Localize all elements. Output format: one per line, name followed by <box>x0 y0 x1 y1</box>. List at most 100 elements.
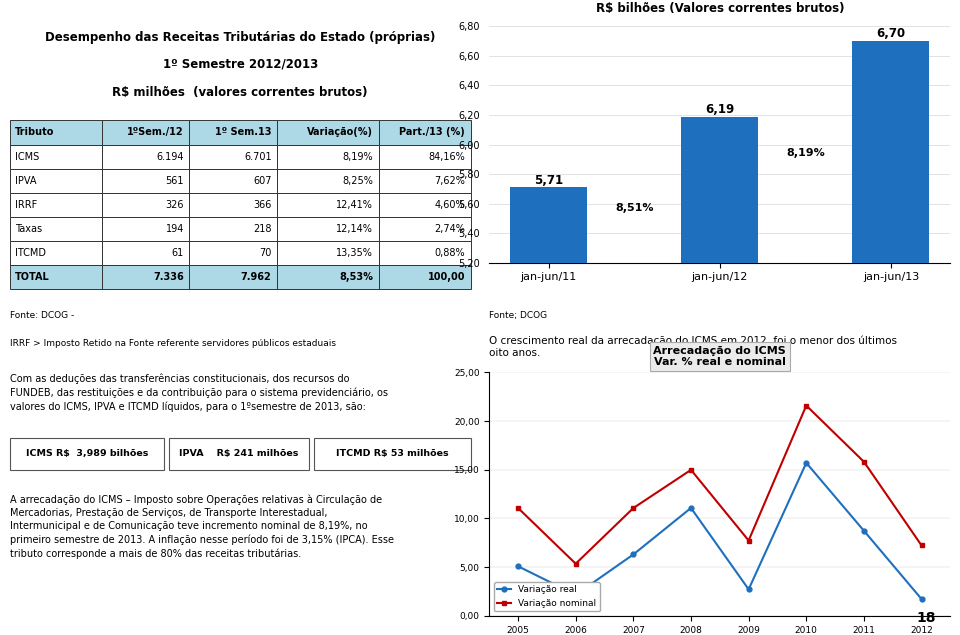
Text: ITCMD: ITCMD <box>15 248 46 258</box>
FancyBboxPatch shape <box>277 241 378 265</box>
Line: Variação real: Variação real <box>516 460 924 601</box>
FancyBboxPatch shape <box>277 265 378 290</box>
Variação real <box>570 591 582 599</box>
FancyBboxPatch shape <box>10 438 164 470</box>
FancyBboxPatch shape <box>189 169 277 193</box>
Text: 194: 194 <box>165 224 184 234</box>
FancyBboxPatch shape <box>378 217 470 241</box>
FancyBboxPatch shape <box>378 241 470 265</box>
Variação real <box>513 563 524 570</box>
Text: O crescimento real da arrecadação do ICMS em 2012, foi o menor dos últimos
oito : O crescimento real da arrecadação do ICM… <box>490 336 898 358</box>
FancyBboxPatch shape <box>189 121 277 145</box>
FancyBboxPatch shape <box>277 121 378 145</box>
Text: ICMS R$  3,989 bilhões: ICMS R$ 3,989 bilhões <box>26 450 148 458</box>
Line: Variação nominal: Variação nominal <box>516 403 924 566</box>
Text: ITCMD R$ 53 milhões: ITCMD R$ 53 milhões <box>336 450 448 458</box>
Variação nominal <box>685 466 697 474</box>
FancyBboxPatch shape <box>102 241 189 265</box>
Bar <box>510 187 588 635</box>
FancyBboxPatch shape <box>277 193 378 217</box>
Variação real <box>916 595 927 603</box>
Text: 6,19: 6,19 <box>706 103 734 116</box>
Variação nominal <box>513 504 524 512</box>
Text: A arrecadação do ICMS – Imposto sobre Operações relativas à Circulação de
Mercad: A arrecadação do ICMS – Imposto sobre Op… <box>10 494 394 559</box>
FancyBboxPatch shape <box>189 145 277 169</box>
FancyBboxPatch shape <box>102 265 189 290</box>
Text: 1ºSem./12: 1ºSem./12 <box>128 128 184 137</box>
Text: Taxas: Taxas <box>15 224 42 234</box>
Variação nominal <box>801 402 812 410</box>
Text: 7.336: 7.336 <box>154 272 184 283</box>
Text: IRRF: IRRF <box>15 200 37 210</box>
Text: 6.194: 6.194 <box>156 152 184 162</box>
Title: Arrecadação ICMS
R$ bilhões (Valores correntes brutos): Arrecadação ICMS R$ bilhões (Valores cor… <box>595 0 844 15</box>
FancyBboxPatch shape <box>378 145 470 169</box>
Variação nominal <box>916 542 927 549</box>
Text: 8,25%: 8,25% <box>342 176 373 186</box>
Text: 8,53%: 8,53% <box>339 272 373 283</box>
Text: 7.962: 7.962 <box>241 272 272 283</box>
FancyBboxPatch shape <box>378 265 470 290</box>
FancyBboxPatch shape <box>10 217 102 241</box>
Variação real <box>801 459 812 467</box>
Variação nominal <box>628 504 639 512</box>
Text: 4,60%: 4,60% <box>435 200 466 210</box>
Text: IPVA: IPVA <box>15 176 36 186</box>
Variação real <box>858 527 870 535</box>
Text: Com as deduções das transferências constitucionais, dos recursos do
FUNDEB, das : Com as deduções das transferências const… <box>10 373 388 412</box>
Text: IRRF > Imposto Retido na Fonte referente servidores públicos estaduais: IRRF > Imposto Retido na Fonte referente… <box>10 339 336 348</box>
FancyBboxPatch shape <box>314 438 470 470</box>
Text: ICMS: ICMS <box>15 152 39 162</box>
Text: 12,14%: 12,14% <box>336 224 373 234</box>
Bar <box>852 41 929 635</box>
FancyBboxPatch shape <box>189 217 277 241</box>
Text: 5,71: 5,71 <box>534 173 564 187</box>
Text: TOTAL: TOTAL <box>15 272 50 283</box>
Text: 1º Sem.13: 1º Sem.13 <box>215 128 272 137</box>
Text: 12,41%: 12,41% <box>336 200 373 210</box>
Text: Variação(%): Variação(%) <box>307 128 373 137</box>
Variação real <box>628 551 639 558</box>
FancyBboxPatch shape <box>102 193 189 217</box>
Text: Part./13 (%): Part./13 (%) <box>399 128 466 137</box>
Variação nominal <box>743 537 755 544</box>
Text: 70: 70 <box>259 248 272 258</box>
FancyBboxPatch shape <box>189 265 277 290</box>
FancyBboxPatch shape <box>189 241 277 265</box>
FancyBboxPatch shape <box>277 145 378 169</box>
FancyBboxPatch shape <box>102 217 189 241</box>
Text: 0,88%: 0,88% <box>435 248 466 258</box>
FancyBboxPatch shape <box>378 169 470 193</box>
Title: Arrecadação do ICMS
Var. % real e nominal: Arrecadação do ICMS Var. % real e nomina… <box>654 346 786 368</box>
Text: 84,16%: 84,16% <box>428 152 466 162</box>
Variação real <box>743 585 755 593</box>
FancyBboxPatch shape <box>10 265 102 290</box>
FancyBboxPatch shape <box>277 217 378 241</box>
FancyBboxPatch shape <box>102 169 189 193</box>
Variação nominal <box>570 560 582 568</box>
FancyBboxPatch shape <box>102 145 189 169</box>
FancyBboxPatch shape <box>10 169 102 193</box>
FancyBboxPatch shape <box>10 145 102 169</box>
FancyBboxPatch shape <box>10 121 102 145</box>
FancyBboxPatch shape <box>10 241 102 265</box>
Text: 607: 607 <box>253 176 272 186</box>
FancyBboxPatch shape <box>102 121 189 145</box>
Text: 6,70: 6,70 <box>876 27 905 41</box>
Text: 7,62%: 7,62% <box>434 176 466 186</box>
Text: IPVA    R$ 241 milhões: IPVA R$ 241 milhões <box>180 450 299 458</box>
FancyBboxPatch shape <box>378 121 470 145</box>
Text: 100,00: 100,00 <box>428 272 466 283</box>
Text: 6.701: 6.701 <box>244 152 272 162</box>
Text: 326: 326 <box>165 200 184 210</box>
FancyBboxPatch shape <box>378 193 470 217</box>
FancyBboxPatch shape <box>189 193 277 217</box>
Text: 8,19%: 8,19% <box>343 152 373 162</box>
Text: 218: 218 <box>253 224 272 234</box>
Text: 561: 561 <box>165 176 184 186</box>
Text: 8,51%: 8,51% <box>615 203 654 213</box>
Text: R$ milhões  (valores correntes brutos): R$ milhões (valores correntes brutos) <box>112 86 368 100</box>
Text: 13,35%: 13,35% <box>336 248 373 258</box>
Text: 61: 61 <box>172 248 184 258</box>
Text: 366: 366 <box>253 200 272 210</box>
